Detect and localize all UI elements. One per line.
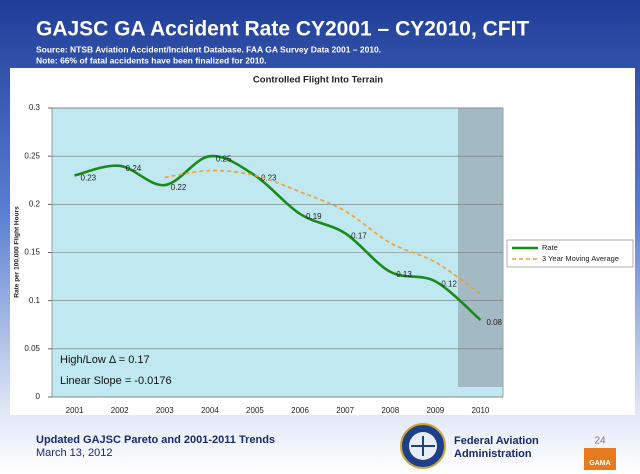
x-tick-label: 2001 <box>66 406 84 415</box>
data-label: 0.17 <box>351 231 367 240</box>
data-label: 0.13 <box>396 270 412 279</box>
x-tick-label: 2003 <box>156 406 174 415</box>
y-tick-label: 0.15 <box>24 248 40 257</box>
footer-org: Administration <box>454 448 532 460</box>
footer-date: March 13, 2012 <box>36 447 112 459</box>
x-tick-label: 2004 <box>201 406 219 415</box>
y-tick-label: 0.25 <box>24 151 40 160</box>
annotation: Linear Slope = -0.0176 <box>60 375 172 387</box>
footer-title: Updated GAJSC Pareto and 2001-2011 Trend… <box>36 434 275 446</box>
data-label: 0.24 <box>126 164 142 173</box>
y-axis-label: Rate per 100,000 Flight Hours <box>14 206 21 298</box>
page-number: 24 <box>594 436 606 447</box>
data-label: 0.22 <box>171 183 187 192</box>
data-label: 0.23 <box>81 174 97 183</box>
data-label: 0.23 <box>261 174 277 183</box>
data-label: 0.19 <box>306 212 322 221</box>
y-tick-label: 0.05 <box>24 344 40 353</box>
data-label: 0.12 <box>441 280 457 289</box>
faa-logo <box>400 423 446 469</box>
legend-box <box>506 239 634 268</box>
x-tick-label: 2005 <box>246 406 264 415</box>
y-tick-label: 0.2 <box>29 199 41 208</box>
legend-label: 3 Year Moving Average <box>542 254 619 263</box>
x-tick-label: 2002 <box>111 406 129 415</box>
footer-org: Federal Aviation <box>454 435 539 447</box>
x-tick-label: 2007 <box>336 406 354 415</box>
series-line <box>164 169 481 295</box>
logo-mark <box>411 436 435 456</box>
legend-label: Rate <box>542 243 558 252</box>
x-tick-label: 2009 <box>426 406 444 415</box>
data-label: 0.08 <box>486 318 502 327</box>
y-tick-label: 0.3 <box>29 103 41 112</box>
source-line: Note: 66% of fatal accidents have been f… <box>36 55 267 65</box>
source-line: Source: NTSB Aviation Accident/Incident … <box>36 44 381 54</box>
shaded-region <box>458 108 503 387</box>
x-tick-label: 2010 <box>472 406 490 415</box>
series-line <box>74 154 482 321</box>
y-tick-label: 0.1 <box>29 296 41 305</box>
y-tick-label: 0 <box>36 392 41 401</box>
legend: Rate 3 Year Moving Average <box>506 239 634 268</box>
annotation: High/Low Δ = 0.17 <box>60 354 150 366</box>
gama-text: GAMA <box>589 460 610 467</box>
x-tick-label: 2006 <box>291 406 309 415</box>
x-tick-label: 2008 <box>381 406 399 415</box>
chart-title: Controlled Flight Into Terrain <box>253 75 383 86</box>
gama-logo <box>584 448 616 470</box>
data-label: 0.25 <box>216 154 232 163</box>
slide-title: GAJSC GA Accident Rate CY2001 – CY2010, … <box>36 18 529 41</box>
